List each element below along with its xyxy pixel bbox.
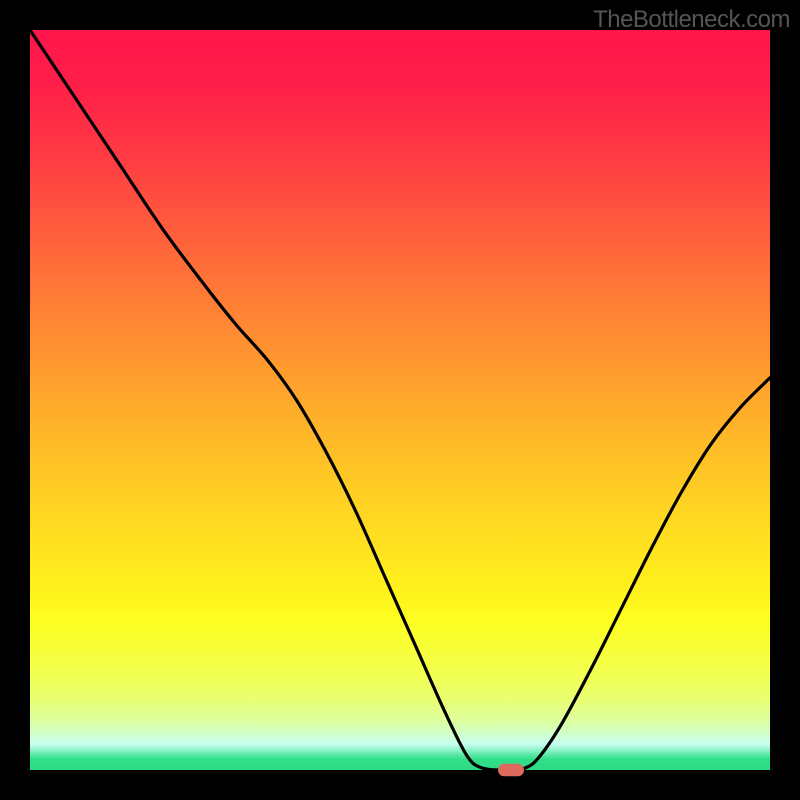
- watermark-text: TheBottleneck.com: [593, 6, 790, 34]
- chart-svg: [0, 0, 800, 800]
- plot-area: [30, 30, 770, 770]
- chart-container: TheBottleneck.com: [0, 0, 800, 800]
- optimal-point-marker: [498, 764, 524, 777]
